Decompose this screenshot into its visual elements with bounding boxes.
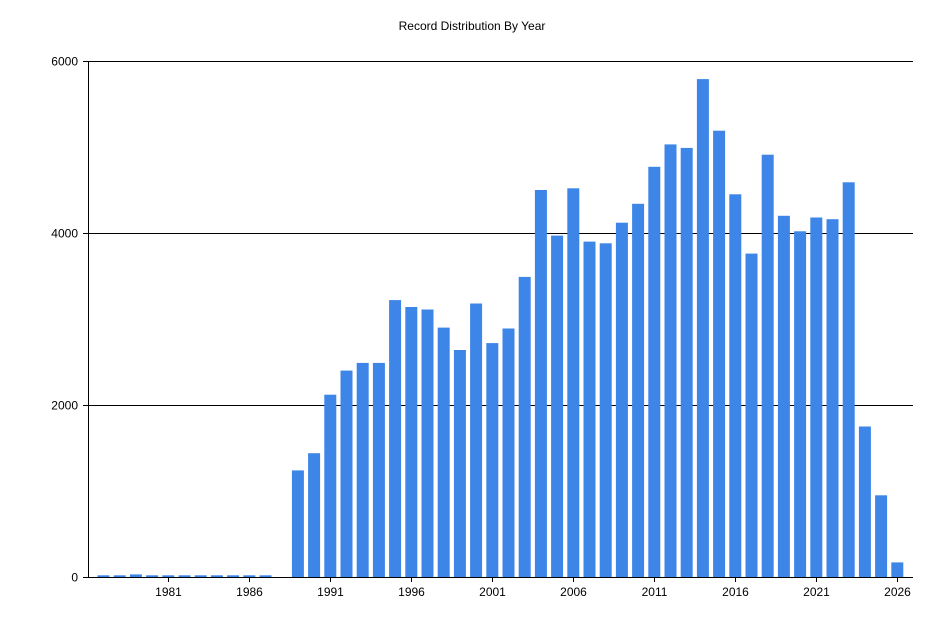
- bar-2009: [615, 222, 628, 577]
- bar-2020: [794, 231, 807, 578]
- x-tick-label: 1996: [398, 585, 425, 599]
- x-tick-label: 2001: [479, 585, 506, 599]
- bar-2019: [777, 215, 790, 578]
- bar-2006: [567, 188, 580, 578]
- bar-1990: [308, 453, 321, 577]
- bar-1979: [129, 574, 142, 577]
- y-tick-label: 6000: [51, 55, 78, 69]
- bar-1996: [405, 307, 418, 577]
- bar-2013: [680, 147, 693, 577]
- bar-2023: [842, 182, 855, 578]
- bar-1994: [372, 362, 385, 577]
- x-tick-label: 2016: [722, 585, 749, 599]
- bar-2015: [713, 130, 726, 577]
- bar-2026: [891, 562, 904, 577]
- bar-2021: [810, 217, 823, 577]
- bar-1983: [194, 575, 207, 577]
- bar-1980: [146, 575, 159, 577]
- y-tick-label: 2000: [51, 399, 78, 413]
- x-tick-label: 2021: [803, 585, 830, 599]
- axes: 0 2000 4000 6000 1981 1986 1991 1996 2001 2006 201…: [51, 55, 913, 599]
- bar-2004: [534, 190, 547, 577]
- bar-1978: [113, 575, 126, 577]
- bar-2005: [551, 235, 564, 577]
- bar-2016: [729, 194, 742, 578]
- chart-title: Record Distribution By Year: [399, 19, 546, 33]
- bar-1993: [356, 362, 369, 577]
- bar-1992: [340, 370, 353, 577]
- bar-1982: [178, 575, 191, 577]
- gridlines: [88, 61, 913, 406]
- bar-1998: [437, 327, 450, 577]
- bar-1989: [291, 470, 304, 577]
- x-tick-label: 1991: [317, 585, 344, 599]
- bar-2002: [502, 328, 515, 577]
- y-tick-label: 4000: [51, 227, 78, 241]
- bar-2025: [875, 495, 888, 577]
- x-tick-label: 1981: [155, 585, 182, 599]
- bar-1991: [324, 394, 337, 577]
- bar-2024: [858, 426, 871, 577]
- bar-2012: [664, 144, 677, 577]
- bar-2022: [826, 219, 839, 577]
- x-tick-label: 2006: [560, 585, 587, 599]
- bar-2011: [648, 166, 661, 578]
- bar-2014: [696, 79, 709, 577]
- x-tick-label: 2011: [642, 585, 668, 599]
- bar-1985: [227, 575, 240, 577]
- bar-1987: [259, 575, 272, 577]
- bar-1984: [210, 575, 223, 577]
- bar-2001: [486, 343, 499, 577]
- bar-1981: [162, 575, 175, 577]
- bar-2017: [745, 253, 758, 577]
- bar-2007: [583, 241, 596, 577]
- x-tick-label: 1986: [236, 585, 263, 599]
- bar-2008: [599, 243, 612, 578]
- bar-2010: [632, 203, 645, 578]
- bar-1995: [389, 300, 402, 577]
- bar-1977: [97, 575, 110, 577]
- bar-2018: [761, 154, 774, 577]
- bar-2000: [470, 303, 483, 577]
- x-tick-label: 2026: [884, 585, 911, 599]
- bars: [97, 79, 904, 578]
- bar-1986: [243, 575, 256, 577]
- bar-1999: [453, 350, 466, 577]
- y-tick-label: 0: [71, 571, 78, 585]
- bar-1997: [421, 309, 434, 577]
- bar-2003: [518, 276, 531, 577]
